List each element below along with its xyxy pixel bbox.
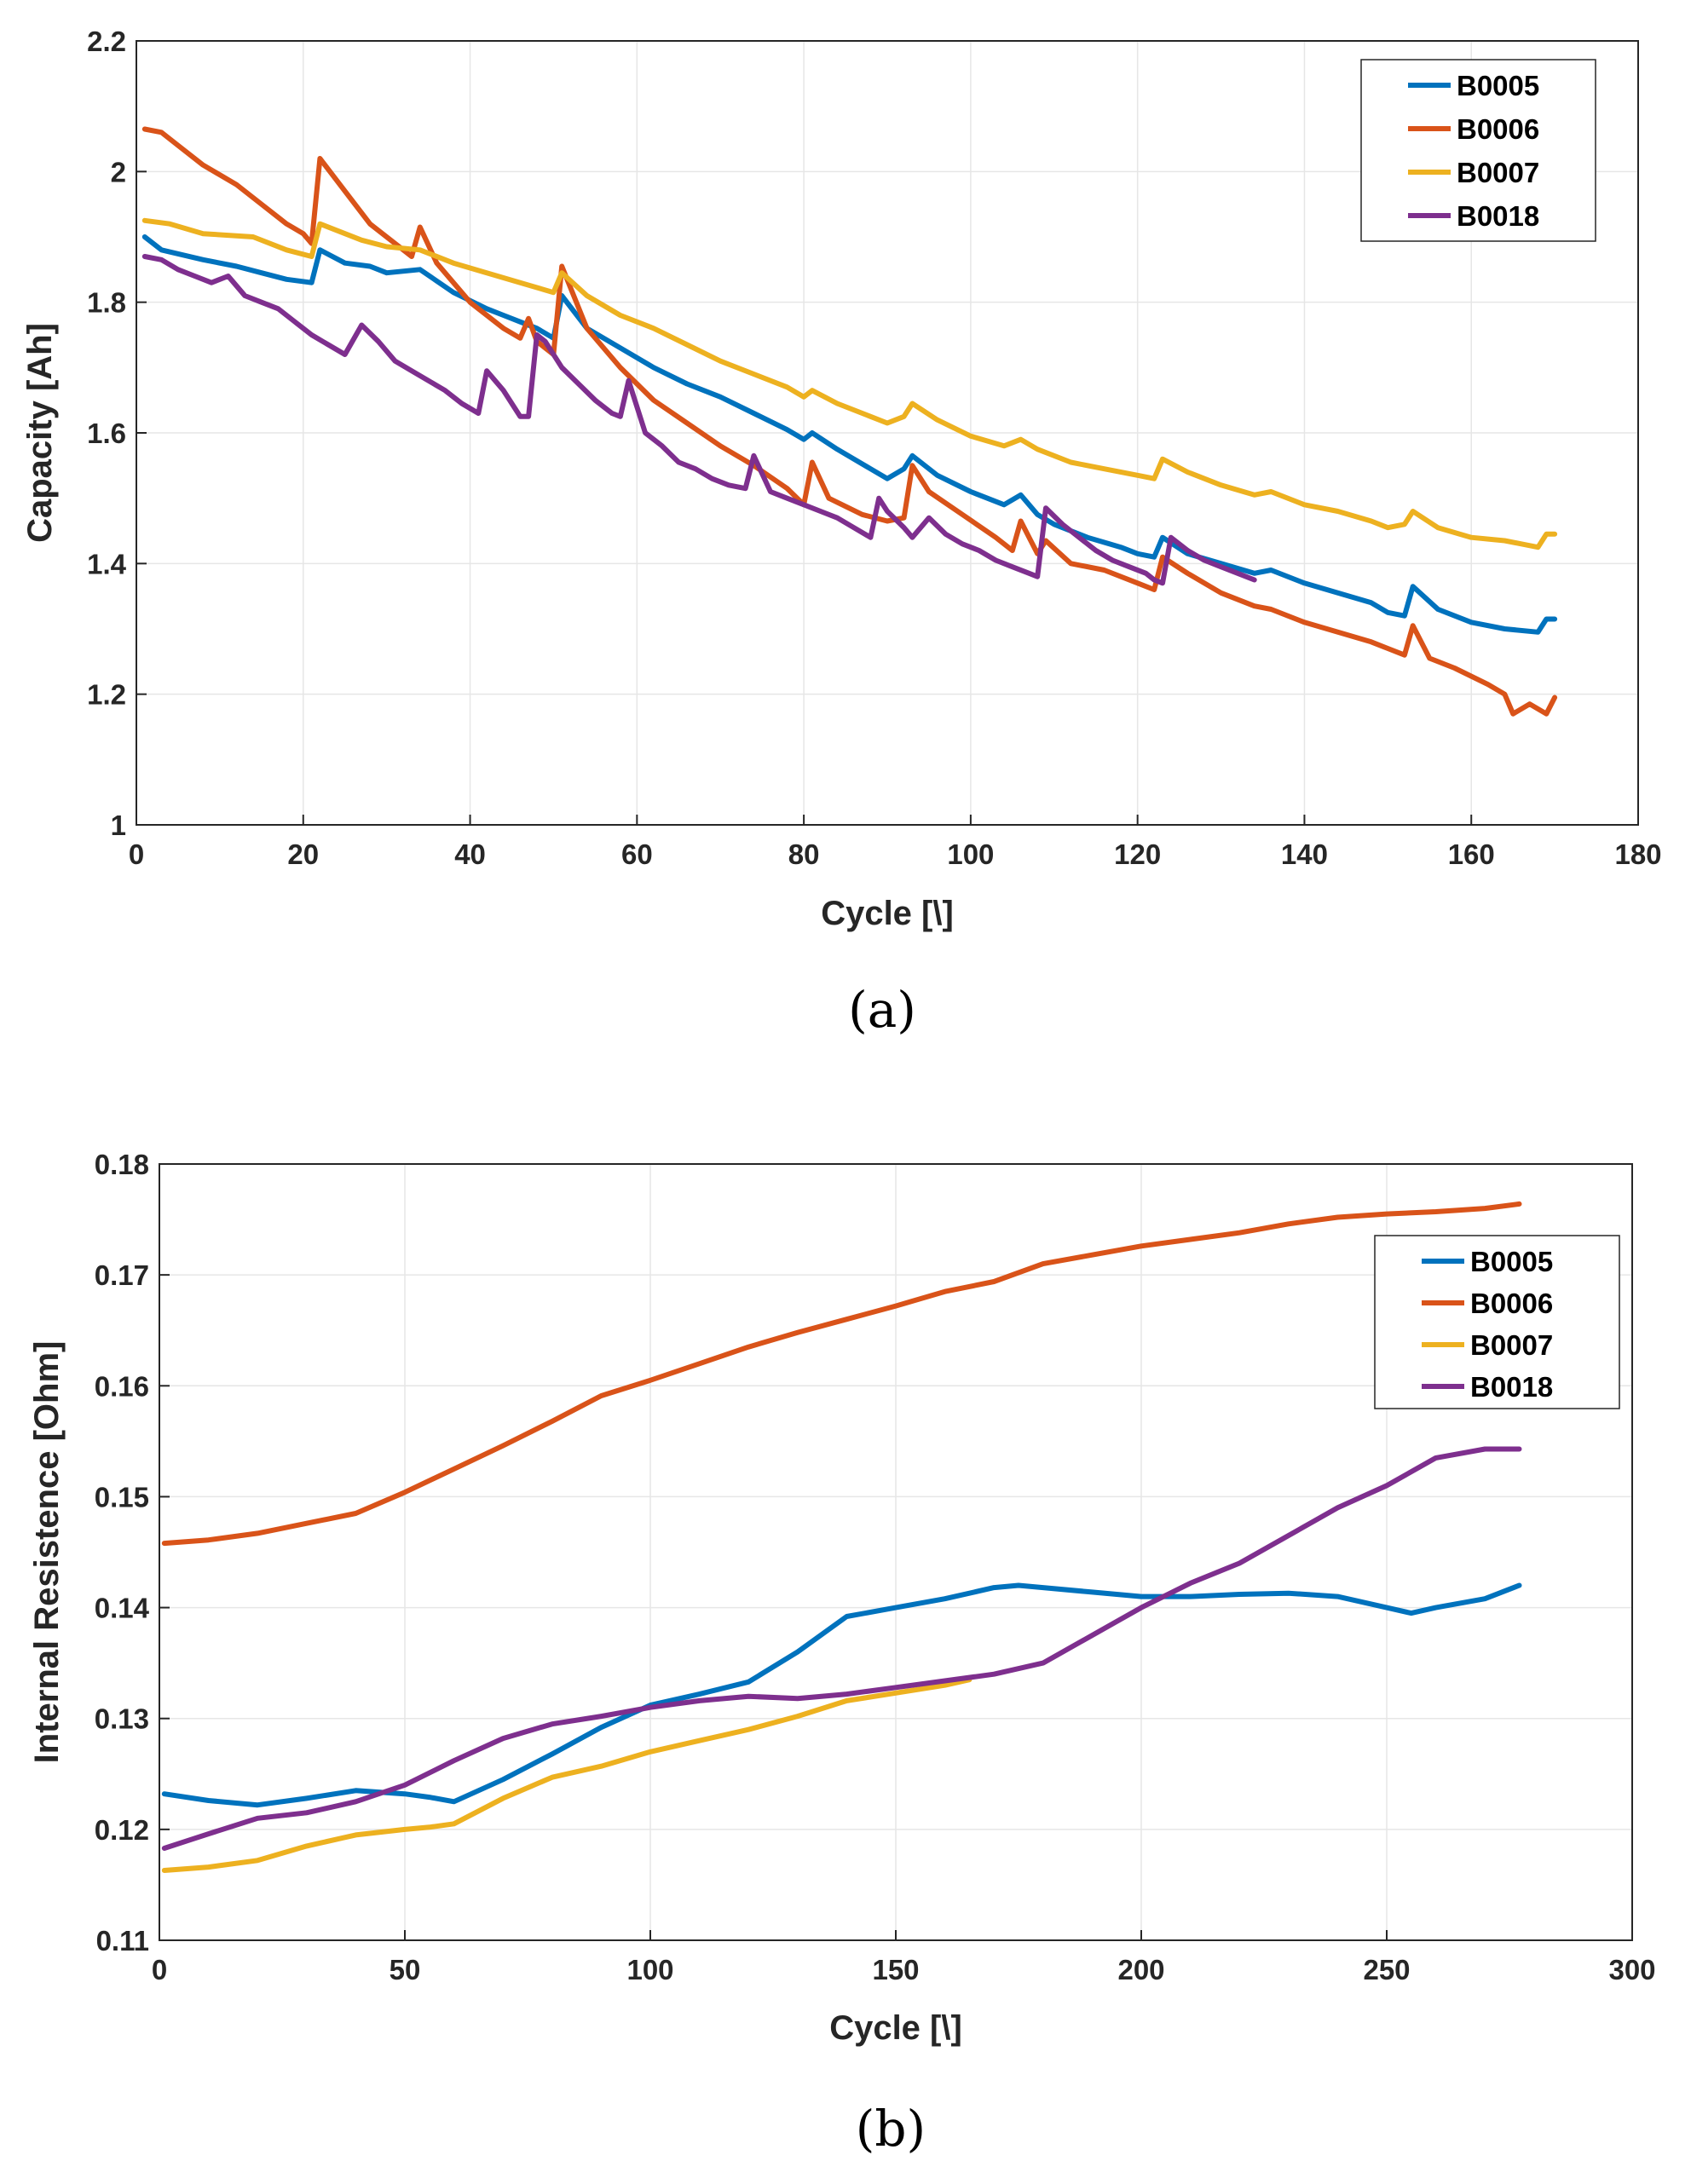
resistance-series-b0018 [161, 1446, 1522, 1851]
y-tick-label: 2.2 [87, 26, 126, 57]
x-tick-label: 150 [872, 1954, 919, 1985]
legend-label-b0007: B0007 [1457, 157, 1539, 188]
x-tick-label: 20 [287, 838, 319, 870]
capacity-series-b0018 [141, 254, 1257, 586]
resistance-legend: B0005 B0006 B0007 B0018 [1374, 1235, 1620, 1409]
legend-label-b0007: B0007 [1470, 1329, 1553, 1361]
y-tick-label: 1.6 [87, 418, 126, 449]
capacity-chart: 0 20 40 60 80 100 120 140 160 180 1 1.2 1.4 1.6 1.8 2 2… [21, 26, 1662, 1039]
y-tick-label: 1.8 [87, 287, 126, 319]
capacity-series-b0007 [141, 217, 1558, 550]
resistance-y-ticks: 0.11 0.12 0.13 0.14 0.15 0.16 0.17 0.18 [95, 1149, 170, 1956]
y-tick-label: 0.14 [95, 1593, 150, 1624]
resistance-series-layer [161, 1201, 1522, 1873]
legend-label-b0005: B0005 [1470, 1246, 1553, 1277]
capacity-x-axis-label: Cycle [\] [821, 895, 954, 932]
y-tick-label: 1.2 [87, 679, 126, 711]
resistance-chart: 0 50 100 150 200 250 300 0.110.120.130.140.150… [28, 1149, 1656, 2158]
resistance-series-b0006 [161, 1201, 1522, 1547]
capacity-legend-box [1360, 59, 1596, 242]
y-tick-label: 0.13 [95, 1703, 149, 1735]
x-tick-label: 80 [788, 838, 820, 870]
x-tick-label: 250 [1363, 1954, 1410, 1985]
capacity-legend: B0005 B0006 B0007 B0018 [1360, 59, 1596, 242]
resistance-x-axis-label: Cycle [\] [829, 2009, 962, 2047]
capacity-y-axis-label: Capacity [Ah] [21, 323, 59, 543]
capacity-x-ticks: 0 20 40 60 80 100 120 140 160 180 [129, 815, 1662, 870]
y-tick-label: 1 [111, 810, 126, 841]
legend-label-b0005: B0005 [1457, 70, 1539, 101]
x-tick-label: 0 [129, 838, 144, 870]
y-tick-label: 0.15 [95, 1481, 149, 1513]
x-tick-label: 50 [390, 1954, 421, 1985]
y-tick-label: 0.16 [95, 1370, 149, 1402]
capacity-series-b0006 [141, 126, 1558, 717]
resistance-y-axis-label: Internal Resistence [Ohm] [28, 1341, 66, 1764]
x-tick-label: 120 [1114, 838, 1161, 870]
x-tick-label: 300 [1608, 1954, 1655, 1985]
legend-label-b0018: B0018 [1470, 1371, 1553, 1403]
y-tick-label: 2 [111, 156, 126, 187]
x-tick-label: 40 [454, 838, 486, 870]
resistance-x-ticks: 0 50 100 150 200 250 300 [152, 1930, 1656, 1985]
x-tick-label: 100 [626, 1954, 673, 1985]
y-tick-label: 0.17 [95, 1259, 149, 1291]
x-tick-label: 60 [621, 838, 653, 870]
y-tick-label: 0.18 [95, 1149, 149, 1180]
y-tick-label: 1.4 [87, 548, 127, 579]
capacity-series-b0005 [141, 234, 1558, 635]
resistance-legend-box [1374, 1235, 1620, 1409]
x-tick-label: 0 [152, 1954, 167, 1985]
legend-label-b0018: B0018 [1457, 200, 1539, 232]
x-tick-label: 100 [947, 838, 994, 870]
y-tick-label: 0.12 [95, 1814, 149, 1846]
x-tick-label: 140 [1281, 838, 1328, 870]
x-tick-label: 200 [1117, 1954, 1164, 1985]
capacity-y-ticks: 1 1.2 1.4 1.6 1.8 2 2.2 [87, 26, 147, 841]
caption-a: (a) [848, 981, 916, 1039]
y-tick-label: 0.11 [96, 1925, 149, 1956]
capacity-series-layer [141, 126, 1558, 717]
resistance-series-b0005 [161, 1582, 1522, 1808]
legend-label-b0006: B0006 [1457, 113, 1539, 145]
resistance-series-b0007 [161, 1677, 972, 1873]
legend-label-b0006: B0006 [1470, 1288, 1553, 1319]
x-tick-label: 180 [1614, 838, 1661, 870]
x-tick-label: 160 [1448, 838, 1495, 870]
caption-b: (b) [856, 2100, 926, 2158]
